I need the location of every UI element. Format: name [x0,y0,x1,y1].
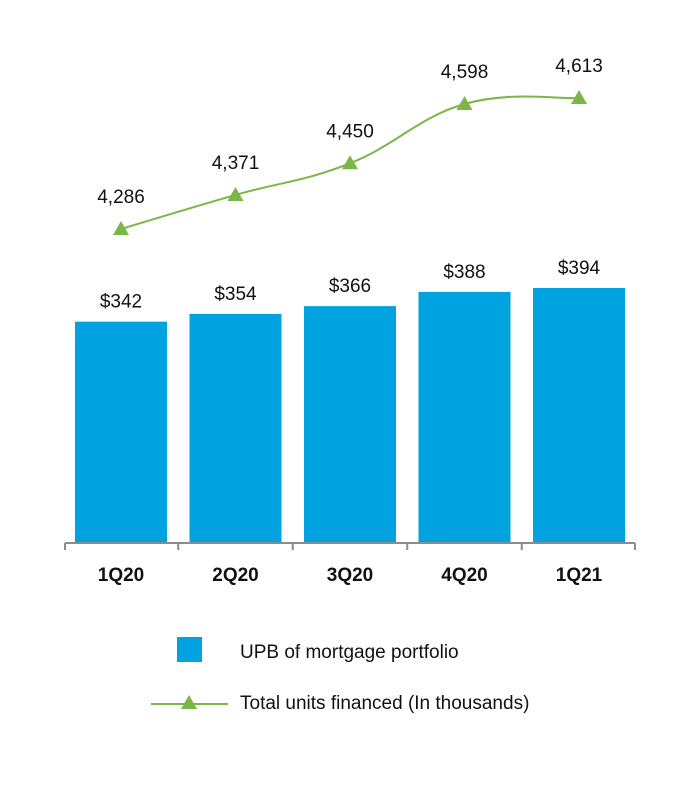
category-label: 1Q20 [98,565,144,586]
bar-value-label: $342 [100,292,142,313]
category-label: 3Q20 [327,565,373,586]
units-marker-3q20 [342,155,358,170]
bar-2q20 [189,313,282,543]
bars-group [75,288,625,543]
legend-triangle-marker-icon [181,695,197,709]
units-marker-4q20 [456,96,473,111]
units-markers [113,90,587,235]
bar-value-labels: $342 $354 $366 $388 $394 [100,258,601,313]
bar-value-label: $388 [443,262,485,283]
category-labels: 1Q20 2Q20 3Q20 4Q20 1Q21 [98,565,603,586]
category-label: 4Q20 [441,565,487,586]
bar-1q20 [75,321,167,543]
bar-3q20 [304,306,396,543]
legend-label-bar: UPB of mortgage portfolio [240,642,459,663]
units-marker-2q20 [227,186,244,201]
units-value-labels: 4,286 4,371 4,450 4,598 4,613 [97,56,603,208]
units-value-label: 4,371 [212,153,260,174]
bar-value-label: $366 [329,276,371,297]
bar-4q20 [418,291,511,543]
bar-1q21 [533,288,625,543]
legend-label-line: Total units financed (In thousands) [240,693,529,714]
units-value-label: 4,286 [97,187,145,208]
units-value-label: 4,613 [555,56,603,77]
units-marker-1q20 [113,221,129,235]
x-axis-ticks [64,543,636,550]
bar-value-label: $354 [214,284,257,305]
category-label: 1Q21 [556,565,603,586]
bar-value-label: $394 [558,258,601,279]
units-value-label: 4,450 [326,121,374,142]
units-marker-1q21 [571,90,587,104]
legend: UPB of mortgage portfolio Total units fi… [151,637,529,714]
units-value-label: 4,598 [441,62,489,83]
category-label: 2Q20 [212,565,258,586]
legend-swatch-bar [177,637,202,662]
